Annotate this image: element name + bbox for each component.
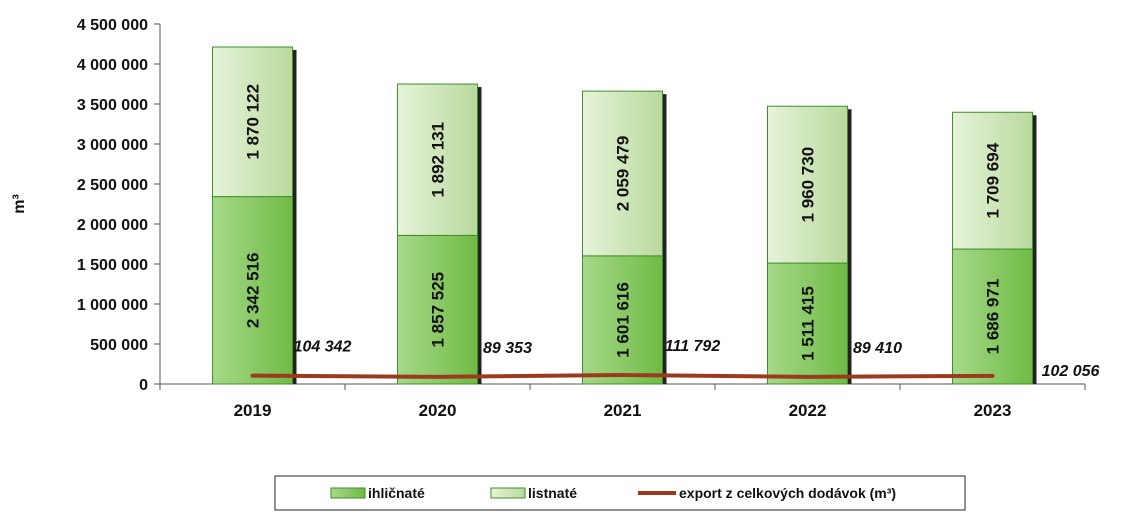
x-tick-label: 2023 [974, 401, 1012, 420]
x-tick-label: 2020 [419, 401, 457, 420]
export-value-label: 102 056 [1042, 363, 1100, 380]
legend-label-ihlicnate: ihličnaté [368, 485, 425, 501]
legend-swatch-listnate [490, 487, 526, 499]
bar-value-label-ihlicnate: 1 686 971 [984, 279, 1003, 355]
bar-value-label-listnate: 1 960 730 [799, 147, 818, 223]
bar-ihlicnate-2023 [952, 248, 1033, 385]
bar-ihlicnate-2019 [212, 196, 293, 385]
bar-listnate-2022 [767, 105, 848, 264]
bar-listnate-2021 [582, 90, 663, 257]
legend-label-listnate: listnaté [528, 485, 577, 501]
y-tick-label: 1 500 000 [77, 257, 148, 274]
legend-swatch-ihlicnate [330, 487, 366, 499]
export-value-label: 89 353 [483, 340, 532, 357]
y-tick-label: 4 000 000 [77, 57, 148, 74]
bar-listnate-2019 [212, 46, 293, 198]
bar-value-label-ihlicnate: 1 857 525 [429, 272, 448, 348]
y-tick-label: 4 500 000 [77, 17, 148, 34]
bar-value-label-listnate: 1 870 122 [244, 84, 263, 160]
bar-value-label-listnate: 1 892 131 [429, 122, 448, 198]
y-tick-label: 2 000 000 [77, 217, 148, 234]
bar-value-label-ihlicnate: 2 342 516 [244, 252, 263, 328]
y-tick-label: 3 000 000 [77, 137, 148, 154]
y-tick-label: 1 000 000 [77, 297, 148, 314]
y-tick-label: 500 000 [90, 337, 148, 354]
export-line [250, 373, 995, 379]
bar-value-label-ihlicnate: 1 601 616 [614, 282, 633, 358]
legend-box [274, 475, 966, 511]
x-tick-label: 2019 [234, 401, 272, 420]
export-value-label: 104 342 [294, 339, 352, 356]
y-tick-label: 2 500 000 [77, 177, 148, 194]
bar-value-label-ihlicnate: 1 511 415 [799, 286, 818, 361]
y-tick-label: 3 500 000 [77, 97, 148, 114]
bar-value-label-listnate: 1 709 694 [984, 142, 1003, 218]
export-value-label: 111 792 [665, 338, 721, 355]
y-axis-title: m³ [11, 194, 28, 214]
legend-label-export: export z celkových dodávok (m³) [679, 485, 896, 501]
export-value-label: 89 410 [853, 340, 902, 357]
bar-listnate-2023 [952, 111, 1033, 250]
x-tick-label: 2021 [604, 401, 642, 420]
x-tick-label: 2022 [789, 401, 827, 420]
bar-ihlicnate-2022 [767, 262, 848, 385]
bar-ihlicnate-2021 [582, 255, 663, 385]
y-tick-label: 0 [139, 377, 148, 394]
bar-listnate-2020 [397, 83, 478, 236]
bar-value-label-listnate: 2 059 479 [614, 136, 633, 212]
